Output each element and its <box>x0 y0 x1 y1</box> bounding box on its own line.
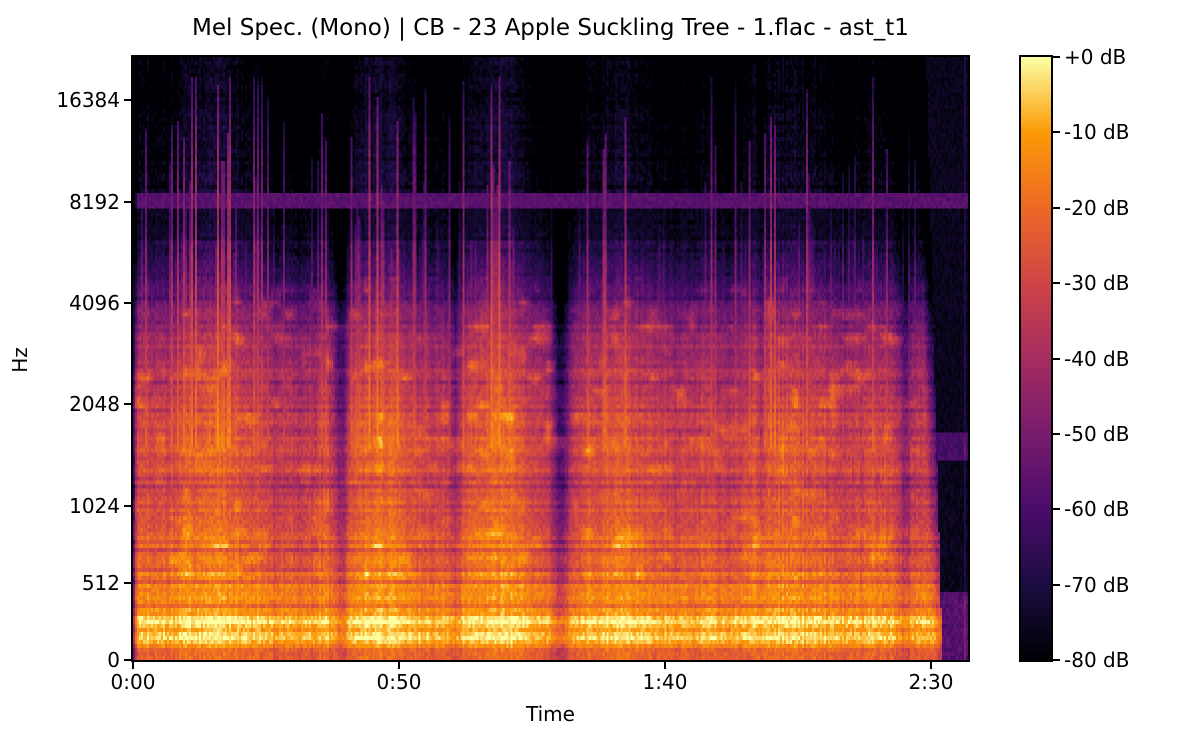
x-axis-label: Time <box>526 702 575 726</box>
x-tick-label: 0:00 <box>110 670 156 694</box>
colorbar-tick <box>1053 508 1060 511</box>
colorbar-tick-label: -40 dB <box>1064 346 1130 371</box>
y-tick <box>124 581 131 584</box>
x-tick <box>930 662 932 669</box>
x-tick-label: 2:30 <box>908 670 954 694</box>
y-tick <box>124 403 131 406</box>
y-tick <box>124 200 131 203</box>
plot-border <box>131 55 970 662</box>
colorbar-tick <box>1053 131 1060 134</box>
x-tick <box>398 662 400 669</box>
chart-title: Mel Spec. (Mono) | CB - 23 Apple Sucklin… <box>192 15 909 41</box>
x-tick-label: 0:50 <box>376 670 422 694</box>
colorbar-tick-label: -10 dB <box>1064 120 1130 145</box>
y-tick <box>124 99 131 102</box>
colorbar-tick-label: -30 dB <box>1064 271 1130 296</box>
colorbar-tick-label: +0 dB <box>1064 45 1127 69</box>
x-tick-label: 1:40 <box>642 670 688 694</box>
colorbar-border <box>1019 55 1053 662</box>
colorbar-tick <box>1053 282 1060 285</box>
spectrogram-heatmap <box>133 57 968 660</box>
colorbar-tick-label: -50 dB <box>1064 421 1130 446</box>
y-tick-label: 0 <box>107 648 120 672</box>
colorbar-tick <box>1053 357 1060 360</box>
colorbar-tick-label: -60 dB <box>1064 497 1130 522</box>
colorbar-tick-label: -80 dB <box>1064 648 1130 672</box>
colorbar-tick <box>1053 583 1060 586</box>
x-tick <box>664 662 666 669</box>
colorbar-tick <box>1053 659 1060 661</box>
y-tick-label: 4096 <box>69 291 120 316</box>
colorbar-tick-label: -70 dB <box>1064 572 1130 597</box>
x-tick <box>132 662 134 669</box>
y-tick-label: 2048 <box>69 392 120 417</box>
colorbar-tick-label: -20 dB <box>1064 195 1130 220</box>
colorbar-tick <box>1053 56 1060 58</box>
y-tick-label: 1024 <box>69 493 120 518</box>
y-tick <box>124 659 131 661</box>
colorbar-tick <box>1053 432 1060 435</box>
y-tick-label: 8192 <box>69 189 120 214</box>
y-tick <box>124 504 131 507</box>
colorbar-gradient <box>1021 57 1051 660</box>
y-tick <box>124 302 131 305</box>
y-tick-label: 16384 <box>56 88 120 113</box>
y-tick-label: 512 <box>81 570 120 595</box>
colorbar-tick <box>1053 206 1060 209</box>
